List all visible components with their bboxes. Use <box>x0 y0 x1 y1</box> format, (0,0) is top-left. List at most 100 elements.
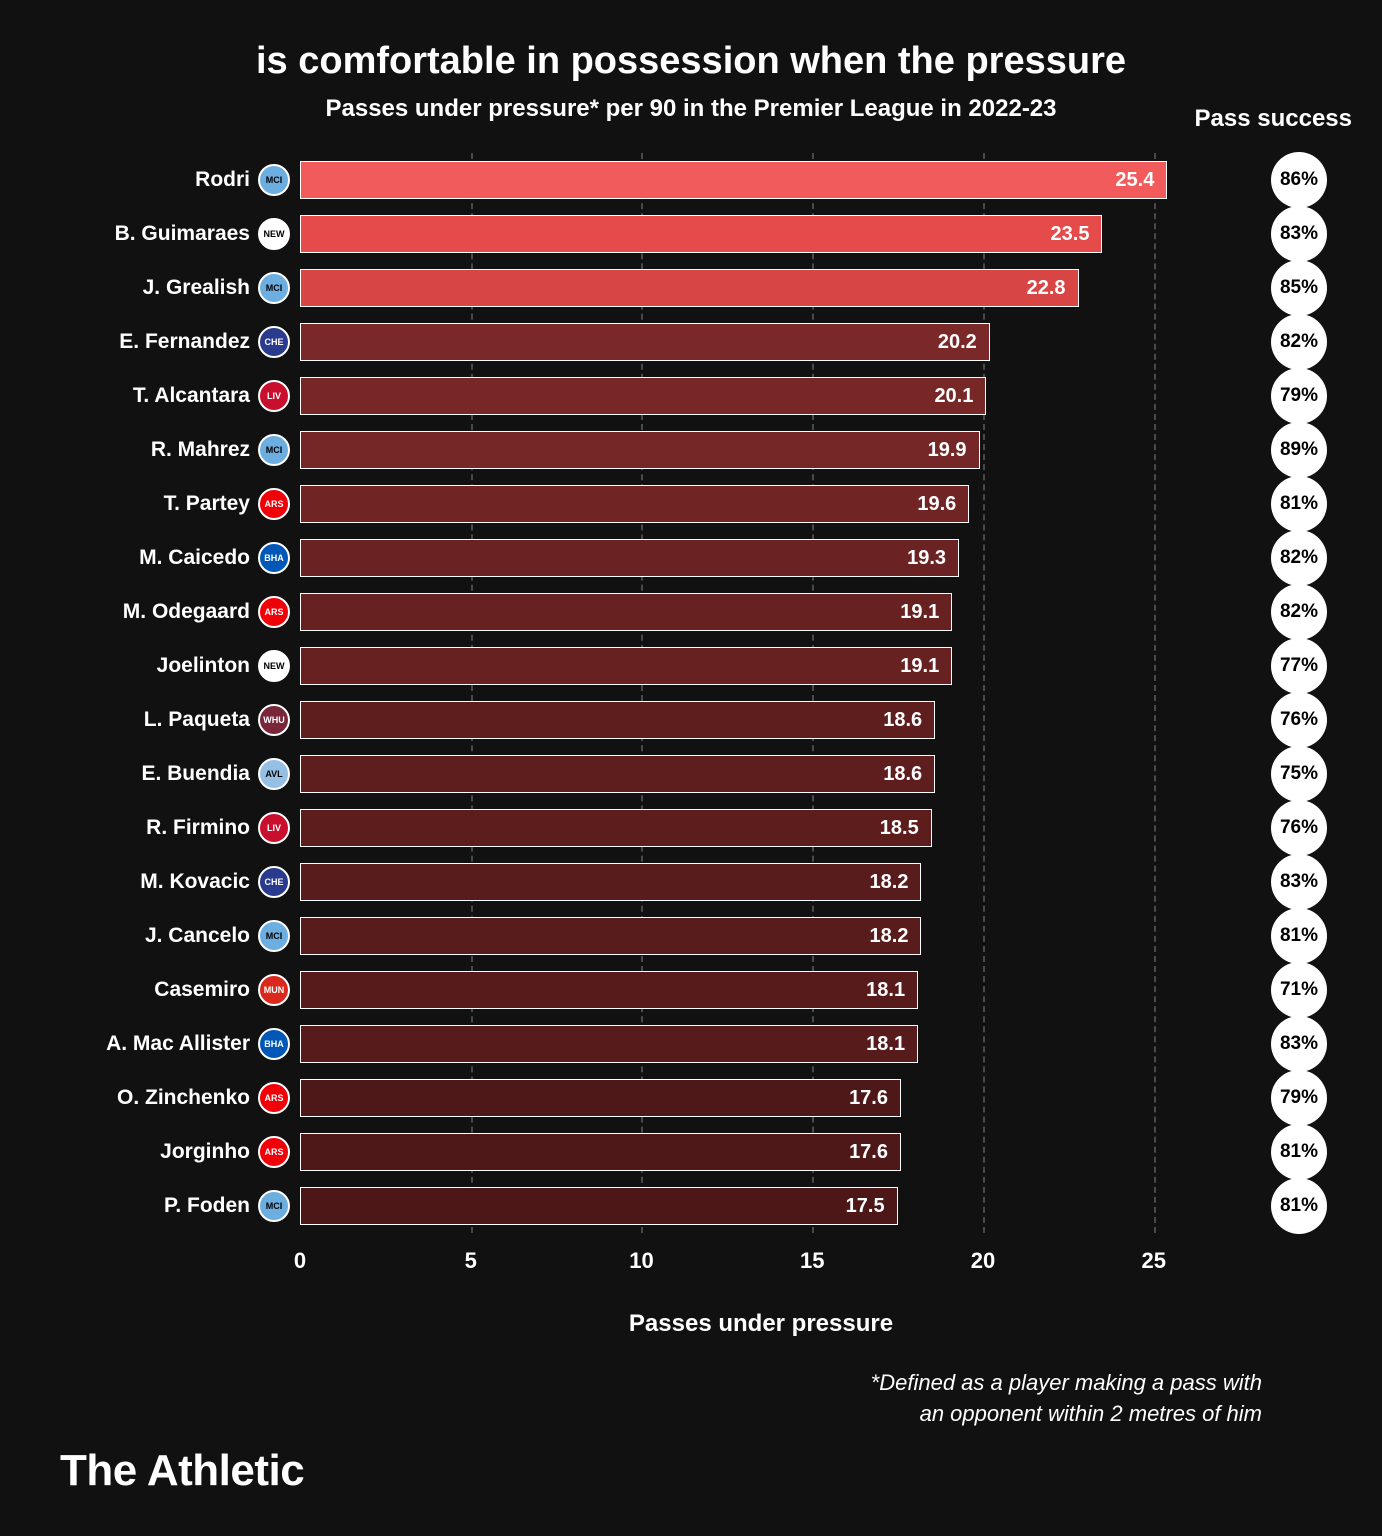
x-tick: 0 <box>294 1248 306 1274</box>
team-crest-icon: MCI <box>258 1190 290 1222</box>
bar-track: 17.5 <box>300 1187 1222 1225</box>
bar-row: R. MahrezMCI19.989% <box>300 423 1222 477</box>
bar-track: 20.1 <box>300 377 1222 415</box>
bar-row: M. CaicedoBHA19.382% <box>300 531 1222 585</box>
chart-subtitle: Passes under pressure* per 90 in the Pre… <box>60 95 1322 123</box>
player-label: M. Caicedo <box>60 546 250 570</box>
pass-success-badge: 79% <box>1271 1070 1327 1126</box>
bar-track: 19.9 <box>300 431 1222 469</box>
bar: 18.2 <box>300 917 921 955</box>
bar: 19.9 <box>300 431 980 469</box>
x-tick: 20 <box>971 1248 995 1274</box>
player-label: A. Mac Allister <box>60 1032 250 1056</box>
bar: 23.5 <box>300 215 1102 253</box>
bar-value: 17.5 <box>846 1195 885 1218</box>
pass-success-badge: 83% <box>1271 206 1327 262</box>
bar: 17.6 <box>300 1133 901 1171</box>
player-label: T. Partey <box>60 492 250 516</box>
team-crest-icon: BHA <box>258 542 290 574</box>
player-label: J. Cancelo <box>60 924 250 948</box>
bar: 25.4 <box>300 161 1167 199</box>
x-tick: 5 <box>465 1248 477 1274</box>
footnote-line1: *Defined as a player making a pass with <box>871 1370 1262 1395</box>
bar-rows: RodriMCI25.486%B. GuimaraesNEW23.583%J. … <box>300 153 1222 1233</box>
bar-track: 18.2 <box>300 917 1222 955</box>
bar-value: 19.3 <box>907 547 946 570</box>
bar-row: JorginhoARS17.681% <box>300 1125 1222 1179</box>
bar-track: 20.2 <box>300 323 1222 361</box>
bar-value: 19.1 <box>900 655 939 678</box>
bar-track: 19.1 <box>300 647 1222 685</box>
player-label: E. Buendia <box>60 762 250 786</box>
bar: 20.1 <box>300 377 986 415</box>
bar-value: 22.8 <box>1027 277 1066 300</box>
bar-row: M. OdegaardARS19.182% <box>300 585 1222 639</box>
bar-value: 18.6 <box>883 709 922 732</box>
pass-success-badge: 86% <box>1271 152 1327 208</box>
pass-success-header: Pass success <box>1195 105 1352 133</box>
player-label: R. Firmino <box>60 816 250 840</box>
bar-track: 17.6 <box>300 1133 1222 1171</box>
bar: 18.6 <box>300 755 935 793</box>
player-label: O. Zinchenko <box>60 1086 250 1110</box>
team-crest-icon: LIV <box>258 380 290 412</box>
team-crest-icon: NEW <box>258 218 290 250</box>
bar-row: E. BuendiaAVL18.675% <box>300 747 1222 801</box>
bar-track: 25.4 <box>300 161 1222 199</box>
bar-track: 18.5 <box>300 809 1222 847</box>
chart-title: is comfortable in possession when the pr… <box>60 40 1322 83</box>
player-label: P. Foden <box>60 1194 250 1218</box>
bar: 19.6 <box>300 485 969 523</box>
player-label: Joelinton <box>60 654 250 678</box>
bar-track: 18.6 <box>300 755 1222 793</box>
player-label: R. Mahrez <box>60 438 250 462</box>
player-label: Rodri <box>60 168 250 192</box>
bar-value: 18.6 <box>883 763 922 786</box>
bar-row: R. FirminoLIV18.576% <box>300 801 1222 855</box>
player-label: Jorginho <box>60 1140 250 1164</box>
bar: 18.1 <box>300 1025 918 1063</box>
team-crest-icon: LIV <box>258 812 290 844</box>
bar-value: 18.2 <box>870 871 909 894</box>
bar: 19.1 <box>300 647 952 685</box>
bar: 17.5 <box>300 1187 898 1225</box>
bar-value: 18.1 <box>866 1033 905 1056</box>
player-label: E. Fernandez <box>60 330 250 354</box>
bar-track: 23.5 <box>300 215 1222 253</box>
bar: 18.1 <box>300 971 918 1009</box>
team-crest-icon: MUN <box>258 974 290 1006</box>
bar-track: 18.1 <box>300 1025 1222 1063</box>
bar-value: 20.1 <box>934 385 973 408</box>
pass-success-badge: 81% <box>1271 1178 1327 1234</box>
bar-row: JoelintonNEW19.177% <box>300 639 1222 693</box>
team-crest-icon: MCI <box>258 434 290 466</box>
bar-value: 19.6 <box>917 493 956 516</box>
pass-success-badge: 83% <box>1271 854 1327 910</box>
footnote: *Defined as a player making a pass with … <box>60 1368 1322 1430</box>
bar: 19.3 <box>300 539 959 577</box>
x-tick: 25 <box>1141 1248 1165 1274</box>
bar: 17.6 <box>300 1079 901 1117</box>
bar-row: O. ZinchenkoARS17.679% <box>300 1071 1222 1125</box>
bar-value: 17.6 <box>849 1141 888 1164</box>
pass-success-badge: 81% <box>1271 908 1327 964</box>
bar: 18.5 <box>300 809 932 847</box>
brand-logo: The Athletic <box>60 1446 304 1496</box>
team-crest-icon: ARS <box>258 596 290 628</box>
pass-success-badge: 71% <box>1271 962 1327 1018</box>
bar-value: 19.1 <box>900 601 939 624</box>
team-crest-icon: ARS <box>258 488 290 520</box>
pass-success-badge: 83% <box>1271 1016 1327 1072</box>
bar-value: 18.1 <box>866 979 905 1002</box>
bar-track: 17.6 <box>300 1079 1222 1117</box>
pass-success-badge: 81% <box>1271 1124 1327 1180</box>
bar: 19.1 <box>300 593 952 631</box>
player-label: L. Paqueta <box>60 708 250 732</box>
pass-success-badge: 76% <box>1271 692 1327 748</box>
bar-value: 25.4 <box>1115 169 1154 192</box>
bar-row: P. FodenMCI17.581% <box>300 1179 1222 1233</box>
x-axis: 0510152025 <box>300 1248 1222 1298</box>
player-label: M. Odegaard <box>60 600 250 624</box>
pass-success-badge: 81% <box>1271 476 1327 532</box>
bar-value: 17.6 <box>849 1087 888 1110</box>
